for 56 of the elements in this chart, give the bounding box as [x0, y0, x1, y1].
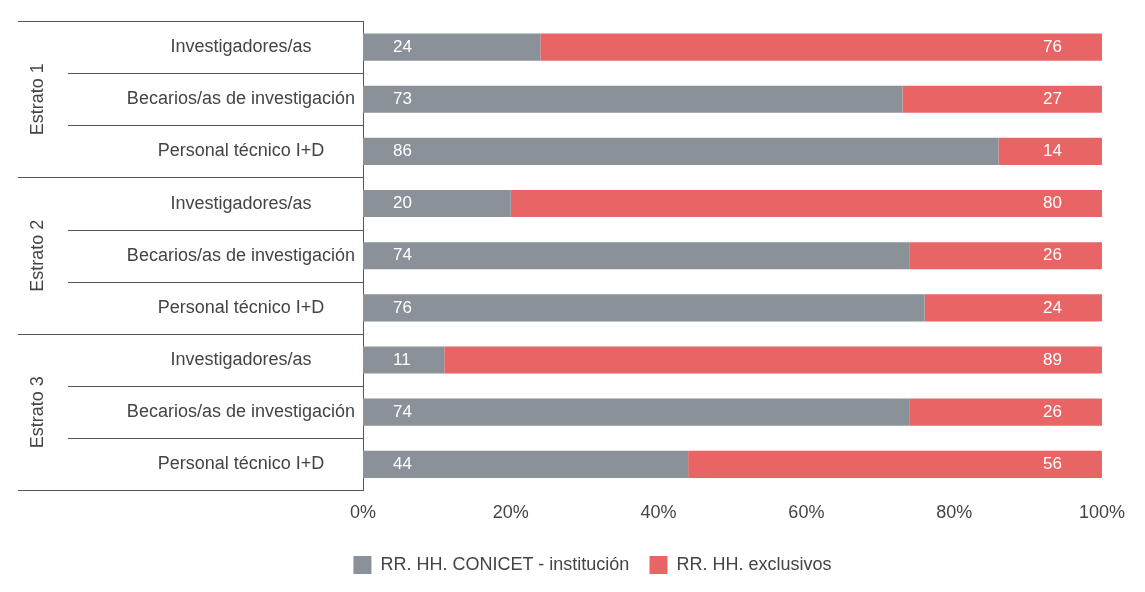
legend-label: RR. HH. exclusivos — [676, 553, 832, 574]
bar — [363, 85, 903, 113]
y-tick-label: Personal técnico I+D — [157, 296, 325, 317]
x-tick-label: 80% — [936, 502, 973, 523]
bar — [363, 33, 541, 61]
x-tick-label: 40% — [640, 502, 677, 523]
text: Estrato 1 — [26, 63, 47, 136]
data-label: 44 — [393, 454, 412, 474]
bar — [363, 242, 910, 270]
text: Estrato 2 — [26, 219, 47, 292]
data-label: 26 — [1043, 401, 1062, 421]
bar — [363, 294, 925, 322]
data-label: 56 — [1043, 454, 1062, 474]
data-label: 11 — [393, 349, 411, 369]
data-label: 74 — [393, 401, 412, 421]
bar — [909, 398, 1102, 426]
bar — [540, 33, 1102, 61]
bar — [998, 137, 1102, 165]
x-tick-label: 20% — [492, 502, 529, 523]
x-tick-label: 100% — [1078, 502, 1125, 523]
bar — [444, 346, 1102, 374]
x-tick-label: 60% — [788, 502, 825, 523]
bar — [510, 189, 1102, 218]
bar — [363, 450, 689, 478]
bar — [902, 85, 1102, 113]
y-tick-label: Becarios/as de investigación — [126, 88, 356, 109]
data-label: 14 — [1043, 141, 1062, 161]
bar — [688, 450, 1102, 478]
data-label: 26 — [1043, 245, 1062, 265]
data-label: 20 — [393, 193, 412, 213]
x-tick-label: 0% — [349, 502, 377, 523]
data-label: 76 — [393, 297, 412, 317]
data-label: 74 — [393, 245, 412, 265]
data-label: 24 — [393, 36, 412, 56]
data-label: 73 — [393, 88, 412, 108]
text: Estrato 3 — [26, 376, 47, 449]
data-label: 76 — [1043, 36, 1062, 56]
legend-label: RR. HH. CONICET - institución — [380, 553, 630, 574]
bar — [909, 242, 1102, 270]
y-tick-label: Personal técnico I+D — [157, 140, 325, 161]
bar — [363, 398, 910, 426]
data-label: 86 — [393, 141, 412, 161]
y-tick-label: Investigadores/as — [170, 348, 312, 369]
data-label: 27 — [1043, 88, 1062, 108]
y-tick-label: Becarios/as de investigación — [126, 244, 356, 265]
y-tick-label: Investigadores/as — [170, 36, 312, 57]
bar — [363, 189, 511, 218]
bar — [363, 137, 999, 165]
data-label: 24 — [1043, 297, 1062, 317]
bar — [363, 346, 445, 374]
y-tick-label: Personal técnico I+D — [157, 453, 325, 474]
y-tick-label: Investigadores/as — [170, 192, 312, 213]
data-label: 89 — [1043, 349, 1062, 369]
bar — [924, 294, 1102, 322]
y-tick-label: Becarios/as de investigación — [126, 401, 356, 422]
data-label: 80 — [1043, 193, 1062, 213]
